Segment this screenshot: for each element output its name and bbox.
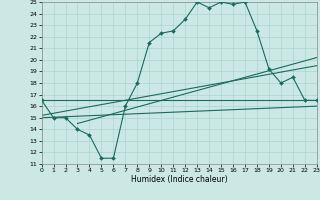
X-axis label: Humidex (Indice chaleur): Humidex (Indice chaleur) — [131, 175, 228, 184]
